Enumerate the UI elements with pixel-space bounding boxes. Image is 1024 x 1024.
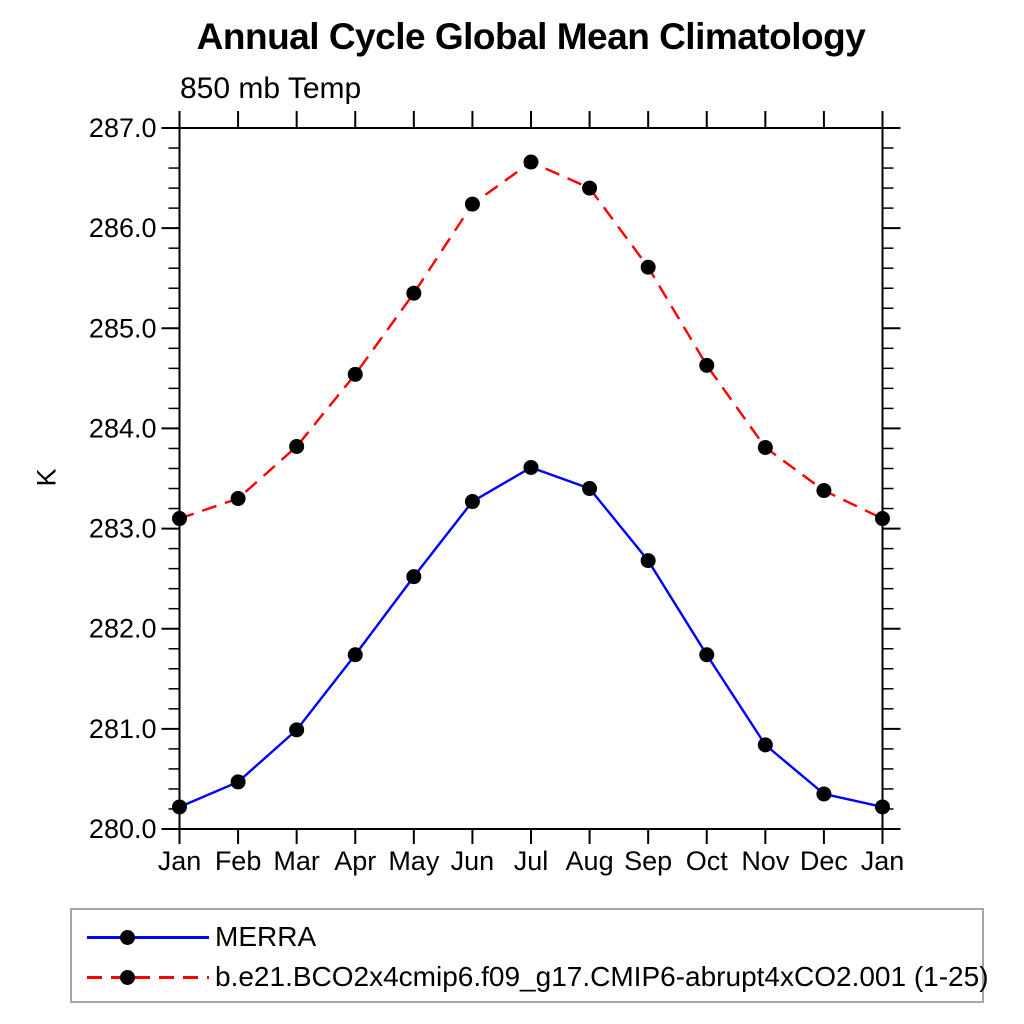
x-tick-label: Dec: [800, 846, 848, 876]
x-tick-label: Jan: [861, 846, 905, 876]
y-tick-label: 281.0: [89, 714, 157, 744]
y-tick-label: 282.0: [89, 614, 157, 644]
data-point-marker: [875, 799, 890, 815]
data-point-marker: [816, 786, 832, 802]
legend-entry-label: b.e21.BCO2x4cmip6.f09_g17.CMIP6-abrupt4x…: [215, 961, 989, 992]
chart-subtitle: 850 mb Temp: [180, 72, 362, 105]
data-point-marker: [640, 259, 656, 275]
data-point-marker: [406, 569, 422, 585]
data-point-marker: [699, 647, 715, 663]
data-point-marker: [230, 491, 246, 507]
data-point-marker: [582, 180, 598, 196]
y-tick-label: 287.0: [89, 113, 157, 143]
data-point-marker: [875, 511, 890, 527]
data-point-marker: [699, 357, 715, 373]
data-point-marker: [289, 438, 305, 454]
plot-frame: [178, 127, 884, 830]
x-tick-label: Apr: [334, 846, 376, 876]
data-point-marker: [523, 459, 539, 475]
chart-title: Annual Cycle Global Mean Climatology: [196, 16, 866, 57]
data-point-marker: [464, 494, 480, 510]
data-point-marker: [640, 553, 656, 569]
data-point-marker: [464, 196, 480, 212]
data-point-marker: [347, 647, 363, 663]
data-point-marker: [172, 799, 187, 815]
y-tick-label: 280.0: [89, 814, 157, 844]
x-tick-label: Aug: [566, 846, 614, 876]
data-point-marker: [757, 737, 773, 753]
data-point-marker: [406, 285, 422, 301]
legend-entry-label: MERRA: [215, 921, 317, 952]
x-tick-label: Mar: [273, 846, 320, 876]
y-tick-label: 286.0: [89, 213, 157, 243]
data-point-marker: [757, 439, 773, 455]
legend-line-sample-solid: [87, 936, 209, 939]
series-line: [179, 466, 883, 809]
x-tick-label: May: [388, 846, 440, 876]
y-tick-label: 284.0: [89, 413, 157, 443]
x-tick-label: Nov: [741, 846, 790, 876]
x-tick-label: Sep: [624, 846, 672, 876]
legend-marker-dot: [120, 970, 135, 985]
legend-marker-dot: [120, 930, 135, 945]
data-point-marker: [582, 481, 598, 497]
x-tick-label: Jul: [514, 846, 549, 876]
data-point-marker: [289, 722, 305, 738]
data-point-marker: [523, 154, 539, 170]
legend: MERRA b.e21.BCO2x4cmip6.f09_g17.CMIP6-ab…: [70, 908, 989, 1003]
data-point-marker: [230, 774, 246, 790]
legend-line-sample-dashed: [87, 976, 209, 979]
y-tick-label: 285.0: [89, 313, 157, 343]
data-point-marker: [816, 483, 832, 499]
x-tick-label: Oct: [686, 846, 729, 876]
x-tick-label: Jun: [451, 846, 495, 876]
y-tick-label: 283.0: [89, 514, 157, 544]
data-point-marker: [347, 366, 363, 382]
x-tick-label: Jan: [158, 846, 202, 876]
x-tick-label: Feb: [215, 846, 262, 876]
data-point-marker: [172, 511, 187, 527]
